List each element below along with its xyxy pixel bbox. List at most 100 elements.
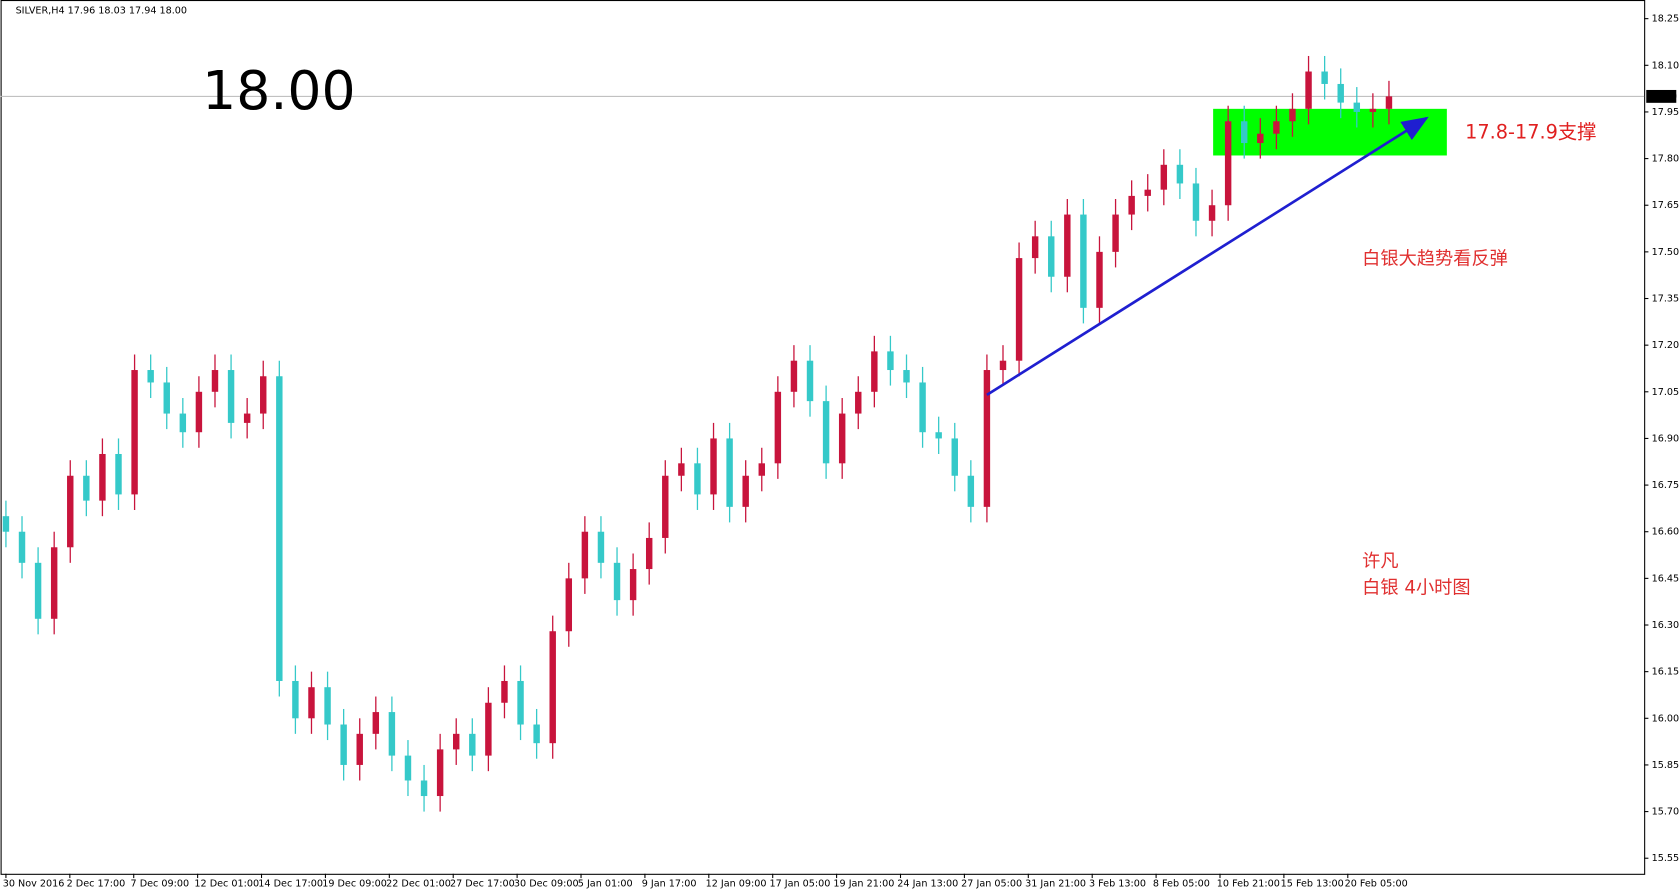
x-tick-label: 9 Jan 17:00	[642, 878, 697, 889]
candle-body	[694, 463, 701, 495]
candle-body	[919, 382, 926, 433]
plot-frame	[0, 0, 1646, 875]
candle-body	[372, 712, 380, 734]
y-tick-label: 16.00	[1652, 713, 1679, 724]
candle-body	[1321, 71, 1328, 84]
annotation: 白银大趋势看反弹	[1362, 248, 1508, 269]
candle-body	[1048, 236, 1055, 277]
candle-body	[115, 453, 122, 495]
candle-body	[356, 733, 363, 765]
candle-body	[565, 578, 573, 632]
candle-body	[163, 382, 170, 414]
y-tick-label: 17.35	[1652, 294, 1679, 305]
y-tick-label: 17.95	[1652, 107, 1679, 118]
candle-body	[1337, 83, 1344, 103]
x-tick-label: 31 Jan 21:00	[1025, 878, 1086, 889]
y-tick-label: 16.30	[1652, 620, 1679, 631]
x-tick-label: 3 Feb 13:00	[1089, 878, 1146, 889]
y-tick-label: 15.70	[1652, 807, 1679, 818]
candle-body	[678, 463, 685, 476]
trendline	[986, 116, 1429, 397]
candle-body	[1353, 102, 1361, 112]
annotation: 许凡	[1362, 551, 1398, 572]
candle-body	[951, 438, 958, 476]
y-tick-label: 16.75	[1652, 480, 1679, 491]
candle-body	[533, 724, 540, 744]
candle-body	[1015, 258, 1023, 361]
x-tick-label: 27 Dec 17:00	[450, 878, 515, 889]
candle-body	[1257, 133, 1264, 144]
x-tick-label: 30 Nov 2016	[3, 878, 65, 889]
candle-body	[1112, 214, 1119, 252]
y-tick-label: 16.45	[1652, 573, 1679, 584]
x-tick-label: 30 Dec 09:00	[514, 878, 579, 889]
candle-body	[469, 733, 476, 756]
x-tick-label: 2 Dec 17:00	[67, 878, 126, 889]
candle-body	[999, 360, 1007, 371]
support-zone	[1213, 108, 1447, 156]
candle-body	[501, 680, 508, 703]
candle-body	[404, 755, 412, 781]
candle-body	[1144, 189, 1151, 196]
candle-body	[710, 438, 717, 495]
candle-body	[260, 376, 267, 414]
candle-body	[1305, 71, 1312, 109]
candle-body	[1176, 164, 1184, 184]
candle-body	[1224, 121, 1232, 206]
candle-body	[243, 413, 251, 423]
big-price: 18.00	[202, 59, 355, 122]
x-tick-label: 5 Jan 01:00	[578, 878, 633, 889]
candle-body	[790, 360, 798, 392]
candle-body	[549, 631, 556, 744]
candle-body	[1096, 251, 1103, 308]
symbol-header: SILVER,H4 17.96 18.03 17.94 18.00	[16, 6, 187, 17]
y-tick-label: 17.65	[1652, 200, 1679, 211]
y-tick-label: 15.85	[1652, 760, 1679, 771]
candle-body	[179, 413, 187, 433]
candle-body	[1385, 96, 1393, 109]
x-tick-label: 19 Dec 09:00	[322, 878, 387, 889]
candle-body	[388, 712, 396, 756]
candle-body	[871, 351, 878, 392]
candle-body	[292, 680, 299, 719]
y-tick-label: 16.60	[1652, 527, 1679, 538]
candle-body	[983, 370, 991, 507]
candle-body	[453, 733, 460, 750]
candle-body	[50, 547, 58, 619]
candle-body	[147, 370, 154, 383]
y-tick-label: 16.90	[1652, 433, 1679, 444]
x-tick-label: 22 Dec 01:00	[386, 878, 451, 889]
candle-body	[1192, 183, 1200, 221]
candle-body	[436, 749, 444, 797]
x-tick-label: 14 Dec 17:00	[258, 878, 323, 889]
candle-body	[517, 680, 524, 725]
price-tag-label: 18.00	[1649, 91, 1677, 102]
x-tick-label: 10 Feb 21:00	[1217, 878, 1280, 889]
candle-body	[838, 413, 846, 464]
y-tick-label: 16.15	[1652, 667, 1679, 678]
candle-body	[18, 531, 26, 563]
candle-body	[726, 438, 733, 507]
x-tick-label: 19 Jan 21:00	[833, 878, 894, 889]
candle-body	[629, 569, 637, 601]
candle-body	[855, 391, 862, 414]
x-tick-label: 17 Jan 05:00	[769, 878, 830, 889]
x-tick-label: 20 Feb 05:00	[1345, 878, 1408, 889]
candle-body	[1128, 195, 1135, 215]
candle-body	[967, 475, 975, 507]
candle-body	[1369, 108, 1377, 112]
y-tick-label: 15.55	[1652, 853, 1679, 864]
zone-label: 17.8-17.9支撑	[1465, 120, 1596, 143]
x-tick-label: 24 Jan 13:00	[897, 878, 958, 889]
candle-body	[131, 370, 138, 495]
candle-body	[1273, 121, 1280, 134]
candle-body	[99, 453, 106, 501]
y-tick-label: 17.20	[1652, 340, 1679, 351]
candle-body	[1241, 121, 1248, 144]
candle-body	[308, 687, 315, 719]
candle-body	[485, 702, 492, 756]
candle-body	[1208, 205, 1216, 221]
x-tick-label: 7 Dec 09:00	[131, 878, 190, 889]
x-tick-label: 15 Feb 13:00	[1281, 878, 1344, 889]
